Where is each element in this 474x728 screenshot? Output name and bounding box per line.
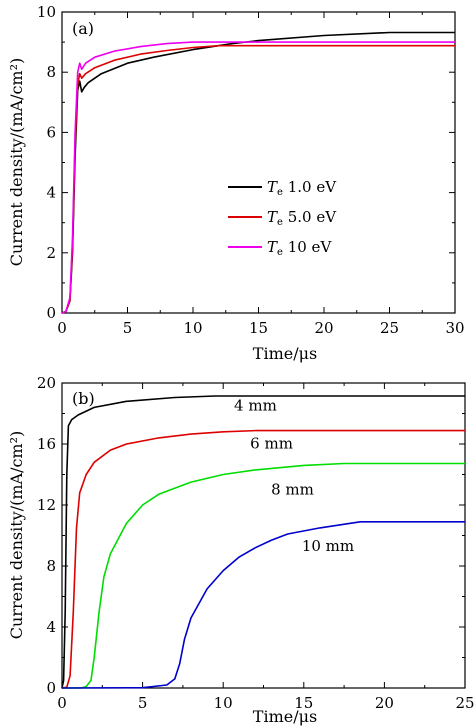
legend-entry: Te 1.0 eV xyxy=(228,178,337,198)
y-tick-label: 0 xyxy=(46,304,56,322)
legend-subscript: e xyxy=(277,217,283,228)
series-annotation: 6 mm xyxy=(250,435,293,453)
series-lines xyxy=(61,395,465,689)
x-tick-label: 15 xyxy=(294,694,313,712)
legend: Te 1.0 eV Te 5.0 eV Te 10 eV xyxy=(228,178,337,258)
y-tick-label: 4 xyxy=(46,184,56,202)
x-tick-label: 30 xyxy=(445,319,464,337)
series-line-1 xyxy=(61,395,465,689)
series-line-4 xyxy=(61,521,465,689)
x-tick-label: 20 xyxy=(314,319,333,337)
x-tick-label: 15 xyxy=(249,319,268,337)
x-tick-label: 10 xyxy=(214,694,233,712)
x-axis-label: Time/μs xyxy=(253,344,317,363)
x-tick-label: 0 xyxy=(57,694,67,712)
tick-labels: 0 5 10 15 20 25 30 0 2 4 6 8 10 xyxy=(37,3,465,337)
legend-label: 1.0 eV xyxy=(283,178,337,196)
y-axis-label: Current density/(mA/cm²) xyxy=(7,58,26,266)
series-line-1 xyxy=(61,31,455,314)
series-line-3 xyxy=(61,41,455,314)
legend-label: 5.0 eV xyxy=(283,208,337,226)
legend-subscript: e xyxy=(277,247,283,258)
legend-var: T xyxy=(267,178,278,196)
series-line-2 xyxy=(61,429,465,689)
y-tick-label: 8 xyxy=(46,557,56,575)
y-tick-label: 2 xyxy=(46,244,56,262)
panel-label: (b) xyxy=(72,389,95,408)
plot-frame xyxy=(61,11,456,314)
legend-var: T xyxy=(267,208,278,226)
y-tick-label: 0 xyxy=(46,679,56,697)
panel-b-chart: 0 5 10 15 20 25 0 4 8 12 16 20 4 mm 6 mm 8 mm 10 mm (b… xyxy=(7,374,474,726)
series-annotation: 10 mm xyxy=(302,537,354,555)
x-tick-label: 25 xyxy=(455,694,474,712)
y-tick-label: 4 xyxy=(46,618,56,636)
y-tick-label: 20 xyxy=(37,374,56,392)
series-line-2 xyxy=(61,44,455,314)
series-annotation: 8 mm xyxy=(271,480,314,498)
y-tick-label: 10 xyxy=(37,3,56,21)
series-lines xyxy=(61,31,455,314)
legend-var: T xyxy=(267,238,278,256)
svg-text:Te 1.0 eV: Te 1.0 eV xyxy=(267,178,337,198)
tick-labels: 0 5 10 15 20 25 0 4 8 12 16 20 xyxy=(37,374,474,712)
y-tick-label: 16 xyxy=(37,435,56,453)
panel-label: (a) xyxy=(72,19,94,38)
y-tick-label: 8 xyxy=(46,63,56,81)
y-axis-label: Current density/(mA/cm²) xyxy=(7,431,26,639)
x-axis-label: Time/μs xyxy=(253,707,317,726)
legend-entry: Te 5.0 eV xyxy=(228,208,337,228)
y-tick-label: 6 xyxy=(46,123,56,141)
x-tick-label: 20 xyxy=(375,694,394,712)
x-tick-label: 5 xyxy=(123,319,133,337)
x-tick-label: 10 xyxy=(183,319,202,337)
series-annotation: 4 mm xyxy=(234,396,277,414)
legend-label: 10 eV xyxy=(283,238,333,256)
ticks xyxy=(61,382,466,689)
series-annotations: 4 mm 6 mm 8 mm 10 mm xyxy=(234,396,354,554)
ticks xyxy=(61,11,456,314)
legend-subscript: e xyxy=(277,187,283,198)
x-tick-label: 0 xyxy=(57,319,67,337)
x-tick-label: 5 xyxy=(138,694,148,712)
series-line-3 xyxy=(62,462,465,689)
x-tick-label: 25 xyxy=(380,319,399,337)
svg-text:Te 10 eV: Te 10 eV xyxy=(267,238,332,258)
y-tick-label: 12 xyxy=(37,496,56,514)
plot-frame xyxy=(61,382,466,689)
panel-a-chart: 0 5 10 15 20 25 30 0 2 4 6 8 10 (a) Time/μs Current … xyxy=(7,3,465,363)
legend-entry: Te 10 eV xyxy=(228,238,332,258)
svg-text:Te 5.0 eV: Te 5.0 eV xyxy=(267,208,337,228)
